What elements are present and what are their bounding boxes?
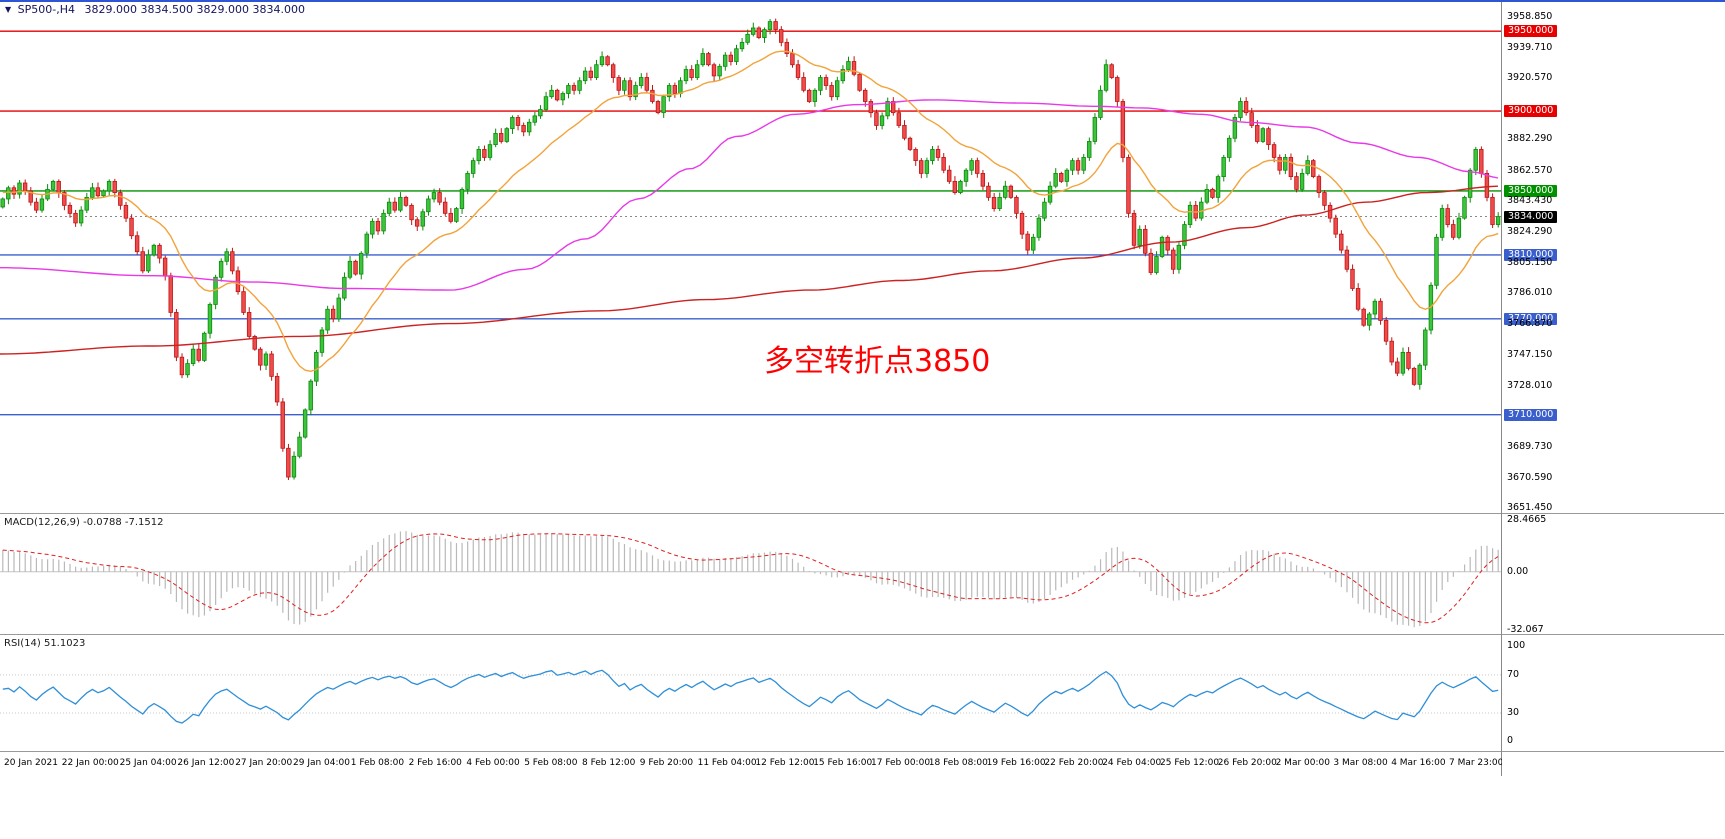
- axis-scale-label: 3651.450: [1507, 502, 1553, 514]
- axis-scale-label: 3882.290: [1507, 133, 1553, 145]
- axis-scale-label: 30: [1507, 706, 1520, 718]
- time-axis-label: 2 Feb 16:00: [408, 758, 462, 768]
- time-axis-label: 2 Mar 00:00: [1275, 758, 1330, 768]
- price-level-badge: 3710.000: [1504, 408, 1558, 421]
- price-level-badge: 3810.000: [1504, 248, 1558, 261]
- axis-scale-label: 3843.430: [1507, 195, 1553, 207]
- time-axis-label: 25 Feb 12:00: [1160, 758, 1220, 768]
- axis-scale-label: 3958.850: [1507, 11, 1553, 23]
- axis-scale-label: 3728.010: [1507, 379, 1553, 391]
- time-axis-label: 15 Feb 16:00: [813, 758, 873, 768]
- price-panel[interactable]: ▼ SP500-,H4 3829.000 3834.500 3829.000 3…: [0, 0, 1501, 514]
- axis-scale-label: 0: [1507, 735, 1514, 747]
- time-axis-label: 4 Feb 00:00: [466, 758, 520, 768]
- axis-scale-label: 3786.010: [1507, 287, 1553, 299]
- time-axis-label: 8 Feb 12:00: [582, 758, 636, 768]
- axis-scale-label: 3805.150: [1507, 256, 1553, 268]
- price-axis[interactable]: 3958.850 3950.000 3939.710 3920.570 3900.000…: [1502, 0, 1724, 776]
- time-axis-label: 25 Jan 04:00: [119, 758, 177, 768]
- chart-area: ▼ SP500-,H4 3829.000 3834.500 3829.000 3…: [0, 0, 1724, 776]
- candlestick-chart-canvas[interactable]: [0, 0, 1501, 513]
- price-level-badge: 3900.000: [1504, 105, 1558, 118]
- time-axis-label: 12 Feb 12:00: [755, 758, 815, 768]
- price-level-badge: 3950.000: [1504, 25, 1558, 38]
- time-axis-label: 1 Feb 08:00: [350, 758, 405, 768]
- ohlc-quote-label: 3829.000 3834.500 3829.000 3834.000: [84, 3, 305, 16]
- time-axis-label: 22 Feb 20:00: [1044, 758, 1104, 768]
- time-axis-label: 11 Feb 04:00: [697, 758, 757, 768]
- time-axis-label: 27 Jan 20:00: [235, 758, 293, 768]
- rsi-panel[interactable]: RSI(14) 51.1023: [0, 635, 1501, 752]
- top-border-line: [0, 0, 1725, 2]
- panel-separator: [1502, 751, 1724, 752]
- time-axis-label: 17 Feb 00:00: [871, 758, 931, 768]
- time-axis-label: 20 Jan 2021: [4, 758, 58, 768]
- axis-scale-label: 0.00: [1507, 565, 1529, 577]
- price-level-badge: 3850.000: [1504, 184, 1558, 197]
- macd-panel[interactable]: MACD(12,26,9) -0.0788 -7.1512: [0, 514, 1501, 635]
- chart-header: ▼ SP500-,H4 3829.000 3834.500 3829.000 3…: [5, 3, 305, 16]
- panel-separator: [1502, 634, 1724, 635]
- time-axis-label: 24 Feb 04:00: [1102, 758, 1162, 768]
- axis-scale-label: 3670.590: [1507, 471, 1553, 483]
- axis-scale-label: 3939.710: [1507, 41, 1553, 53]
- time-axis-label: 9 Feb 20:00: [639, 758, 694, 768]
- macd-indicator-label: MACD(12,26,9) -0.0788 -7.1512: [4, 517, 164, 528]
- axis-scale-label: 3747.150: [1507, 349, 1553, 361]
- price-level-badge: 3770.000: [1504, 312, 1558, 325]
- time-axis[interactable]: 20 Jan 2021 22 Jan 00:00 25 Jan 04:00 26 Ja…: [0, 752, 1502, 776]
- time-axis-label: 26 Feb 20:00: [1217, 758, 1277, 768]
- axis-scale-label: 3862.570: [1507, 164, 1553, 176]
- axis-scale-label: 28.4665: [1507, 514, 1547, 526]
- axis-scale-label: 3689.730: [1507, 441, 1553, 453]
- chart-annotation-text: 多空转折点3850: [764, 344, 991, 379]
- panel-separator: [1502, 513, 1724, 514]
- axis-scale-label: 100: [1507, 640, 1526, 652]
- time-axis-label: 5 Feb 08:00: [524, 758, 578, 768]
- chart-panels: ▼ SP500-,H4 3829.000 3834.500 3829.000 3…: [0, 0, 1502, 776]
- axis-scale-label: 3824.290: [1507, 226, 1553, 238]
- price-level-badge: 3834.000: [1504, 210, 1558, 223]
- time-axis-label: 29 Jan 04:00: [293, 758, 350, 768]
- time-axis-label: 4 Mar 16:00: [1391, 758, 1446, 768]
- axis-scale-label: 70: [1507, 668, 1520, 680]
- rsi-indicator-label: RSI(14) 51.1023: [4, 638, 86, 649]
- time-axis-label: 18 Feb 08:00: [928, 758, 988, 768]
- time-axis-label: 22 Jan 00:00: [61, 758, 119, 768]
- symbol-marker-icon: ▼: [5, 5, 12, 14]
- symbol-period-label: SP500-,H4: [17, 3, 76, 16]
- rsi-chart-canvas[interactable]: [0, 635, 1501, 751]
- time-axis-label: 19 Feb 16:00: [986, 758, 1046, 768]
- axis-scale-label: 3766.870: [1507, 317, 1553, 329]
- macd-chart-canvas[interactable]: [0, 514, 1501, 634]
- time-axis-label: 3 Mar 08:00: [1333, 758, 1388, 768]
- time-axis-label: 26 Jan 12:00: [177, 758, 235, 768]
- axis-scale-label: -32.067: [1507, 623, 1544, 635]
- time-axis-label: 7 Mar 23:00: [1449, 758, 1502, 768]
- bottom-filler: [0, 776, 1725, 839]
- axis-scale-label: 3920.570: [1507, 72, 1553, 84]
